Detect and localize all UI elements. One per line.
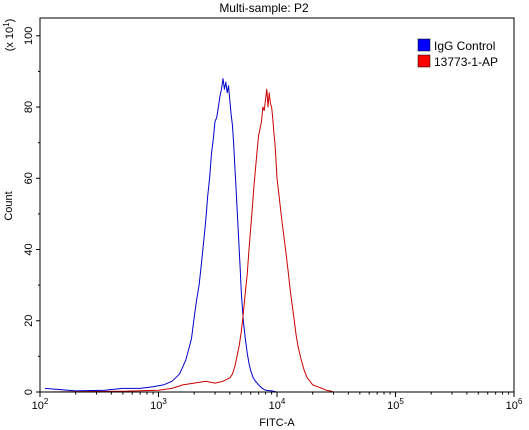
x-tick-label: 103: [150, 397, 167, 412]
x-tick-label: 105: [387, 397, 404, 412]
legend-label-13773-1-ap: 13773-1-AP: [434, 55, 498, 69]
y-tick-label: 0: [23, 389, 35, 395]
x-tick-base: 10: [32, 400, 44, 412]
plot-frame: [39, 17, 515, 393]
y-axis-ticks: 0 20 40 60 80 100: [23, 27, 40, 395]
x-tick-exponent: 4: [281, 397, 286, 406]
x-tick-exponent: 3: [162, 397, 167, 406]
x-tick-base: 10: [269, 400, 281, 412]
x-tick-base: 10: [506, 400, 518, 412]
x-tick-exponent: 5: [399, 397, 404, 406]
chart-title: Multi-sample: P2: [219, 1, 309, 15]
y-multiplier-exponent: 1: [2, 22, 11, 27]
series-lines: [44, 78, 334, 393]
y-tick-label: 100: [23, 27, 35, 45]
x-tick-exponent: 6: [518, 397, 523, 406]
series-line-13773-1-ap: [44, 88, 334, 393]
x-axis-ticks: 102 103 104 105 106: [32, 392, 523, 412]
legend-swatch-igg-control: [417, 38, 431, 52]
series-line-igg-control: [44, 78, 278, 393]
x-tick-label: 102: [32, 397, 49, 412]
y-axis-multiplier: (x 101): [2, 19, 16, 52]
y-tick-label: 20: [23, 315, 35, 327]
y-multiplier-prefix: (x 10: [4, 27, 16, 51]
x-tick-base: 10: [387, 400, 399, 412]
x-tick-exponent: 2: [44, 397, 49, 406]
legend: IgG Control 13773-1-AP: [417, 38, 498, 69]
svg-text:(x 101): (x 101): [2, 19, 16, 52]
x-tick-label: 104: [269, 397, 286, 412]
y-multiplier-suffix: ): [4, 19, 16, 23]
y-tick-label: 40: [23, 243, 35, 255]
y-tick-label: 60: [23, 172, 35, 184]
legend-swatch-13773-1-ap: [417, 54, 431, 68]
x-tick-label: 106: [506, 397, 523, 412]
x-tick-base: 10: [150, 400, 162, 412]
y-tick-label: 80: [23, 101, 35, 113]
x-axis-label: FITC-A: [259, 417, 295, 429]
legend-label-igg-control: IgG Control: [434, 39, 495, 53]
y-axis-label: Count: [3, 191, 15, 220]
